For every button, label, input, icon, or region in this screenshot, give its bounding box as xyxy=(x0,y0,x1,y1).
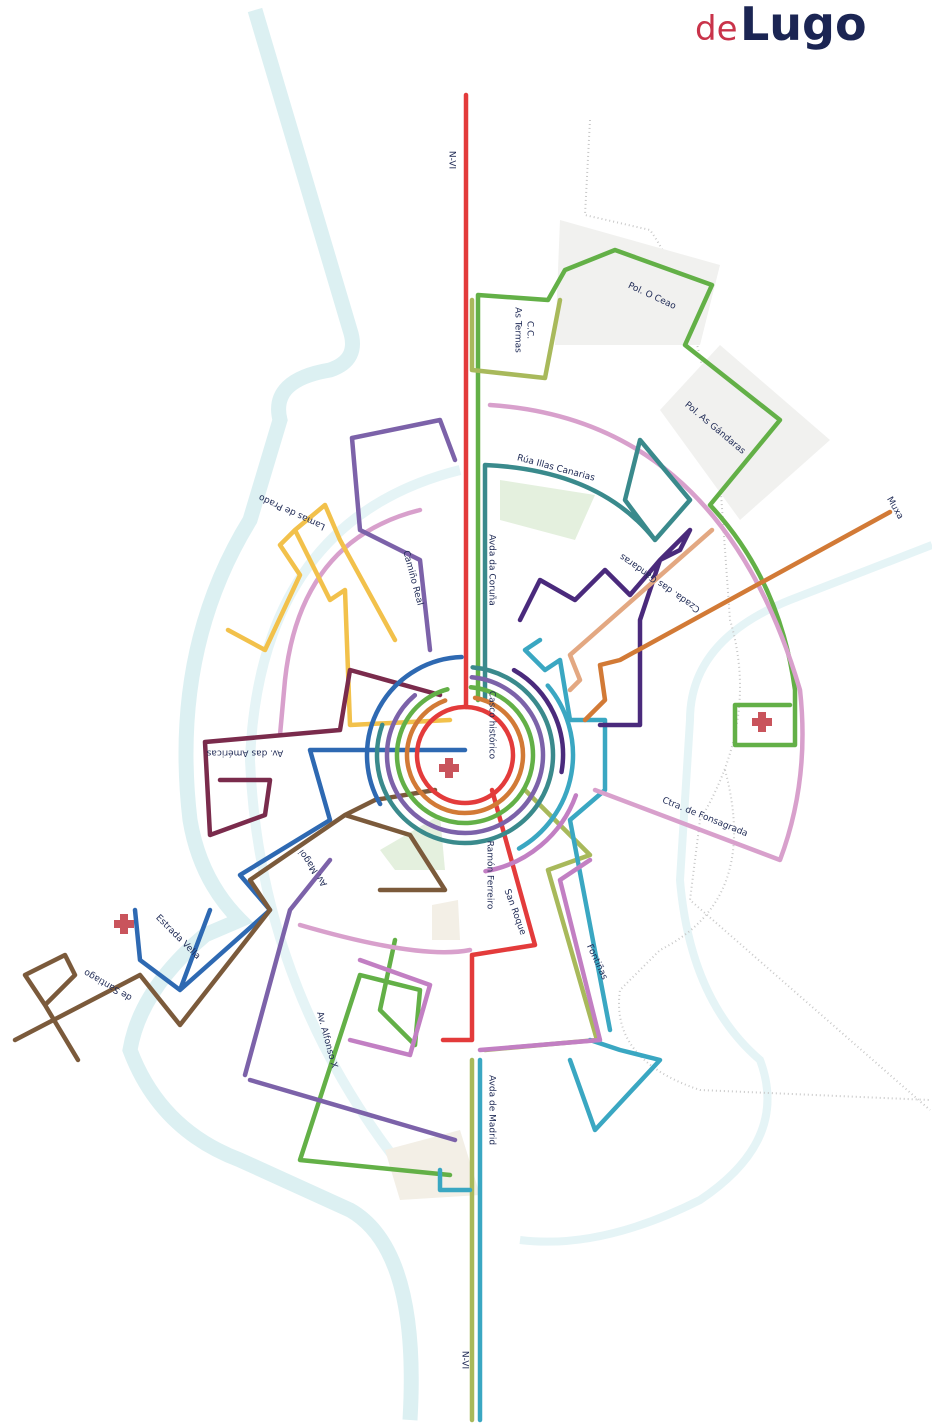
central-rings xyxy=(367,657,576,871)
logo-name: Lugo xyxy=(740,0,867,51)
line-orange xyxy=(585,512,890,720)
hospital-icon xyxy=(114,914,134,934)
street-label: Avda da Coruña xyxy=(487,534,497,606)
logo: de Lugo xyxy=(695,0,867,51)
park xyxy=(500,480,595,540)
street-label: Muxa xyxy=(884,495,905,521)
river xyxy=(130,10,411,1420)
hospital-icons xyxy=(114,712,772,934)
logo-prefix: de xyxy=(695,9,738,49)
street-label: Av. das Américas xyxy=(206,748,283,759)
transit-map: de Lugo N-VIC.C.As TermasPol. O CeaoPol.… xyxy=(0,0,932,1428)
street-label: Ramón Ferreiro xyxy=(485,841,496,910)
park xyxy=(432,900,460,940)
ring-arc xyxy=(407,698,523,813)
street-label: N-VI xyxy=(447,151,457,169)
street-label: As Termas xyxy=(513,307,523,353)
street-label: C.C. xyxy=(525,321,535,339)
street-label: Fontiñas xyxy=(584,943,609,982)
street-label: Casco histórico xyxy=(487,691,498,760)
bus-lines xyxy=(15,95,890,1420)
hospital-icon xyxy=(439,758,459,778)
hospital-icon xyxy=(752,712,772,732)
road xyxy=(619,770,930,1100)
ring-arc xyxy=(417,707,513,803)
street-label: Avda de Madrid xyxy=(487,1075,497,1145)
street-label: N-VI xyxy=(460,1351,470,1369)
